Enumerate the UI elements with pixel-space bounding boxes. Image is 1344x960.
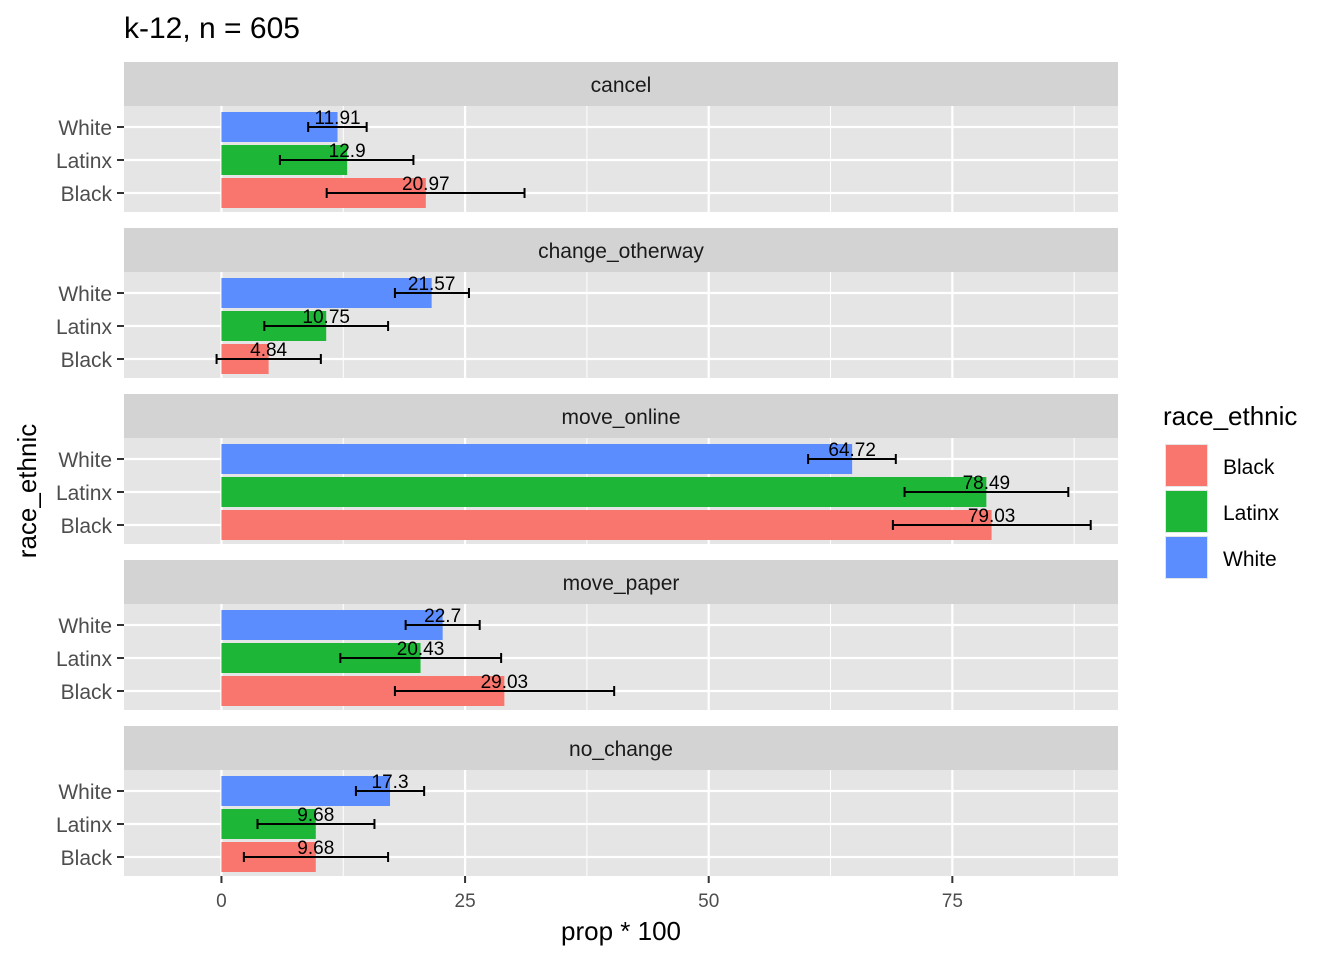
y-tick-label: Black <box>61 183 113 206</box>
chart-title: k-12, n = 605 <box>124 12 300 45</box>
y-tick-label: Latinx <box>56 648 113 671</box>
data-label: 64.72 <box>828 440 876 461</box>
bar-white <box>221 444 853 474</box>
x-tick-label: 0 <box>216 891 227 912</box>
legend: race_ethnic Black Latinx White <box>1163 401 1297 579</box>
x-tick-label: 75 <box>942 891 963 912</box>
data-label: 10.75 <box>302 307 350 328</box>
legend-title: race_ethnic <box>1163 401 1297 431</box>
y-tick-label: Black <box>61 349 113 372</box>
bar-latinx <box>221 477 987 507</box>
data-label: 20.43 <box>397 639 445 660</box>
data-label: 12.9 <box>329 141 366 162</box>
facet-strip-label: move_paper <box>563 572 680 595</box>
data-label: 79.03 <box>968 506 1016 527</box>
y-tick-label: Latinx <box>56 316 113 339</box>
x-axis: 0 25 50 75 <box>216 876 963 912</box>
data-label: 11.91 <box>314 108 360 129</box>
facet-strip-label: no_change <box>569 738 673 761</box>
legend-swatch-black <box>1166 445 1207 486</box>
facet-strip <box>124 62 1118 106</box>
data-label: 22.7 <box>424 606 461 627</box>
facet-strip-label: move_online <box>561 406 680 429</box>
facet-strip-label: cancel <box>591 74 652 97</box>
y-tick-label: White <box>58 615 112 638</box>
legend-label: White <box>1223 548 1277 571</box>
facet-strip <box>124 726 1118 770</box>
y-tick-label: Black <box>61 681 113 704</box>
y-tick-label: Black <box>61 847 113 870</box>
facet-move_paper: move_paper 22.7 White 20.43 Latinx 29.03 Black <box>56 560 1118 710</box>
facet-move_online: move_online 64.72 White 78.49 Latinx 79.03 Bla… <box>56 394 1118 544</box>
x-tick-label: 50 <box>698 891 719 912</box>
data-label: 78.49 <box>963 473 1011 494</box>
facet-strip <box>124 560 1118 604</box>
data-label: 17.3 <box>372 772 409 793</box>
y-tick-label: Latinx <box>56 150 113 173</box>
y-axis-title: race_ethnic <box>12 424 42 558</box>
facet-no_change: no_change 17.3 White 9.68 Latinx 9.68 Black <box>56 726 1118 876</box>
bar-black <box>221 510 992 540</box>
x-tick-label: 25 <box>455 891 476 912</box>
data-label: 4.84 <box>250 340 287 361</box>
data-label: 9.68 <box>297 805 334 826</box>
data-label: 20.97 <box>402 174 450 195</box>
x-axis-title: prop * 100 <box>561 916 681 946</box>
y-tick-label: White <box>58 781 112 804</box>
y-tick-label: White <box>58 283 112 306</box>
facet-strip <box>124 228 1118 272</box>
facet-strip <box>124 394 1118 438</box>
y-tick-label: Latinx <box>56 482 113 505</box>
legend-swatch-white <box>1166 537 1207 578</box>
legend-swatch-latinx <box>1166 491 1207 532</box>
legend-label: Black <box>1223 456 1275 479</box>
legend-label: Latinx <box>1223 502 1280 525</box>
facet-change_otherway: change_otherway 21.57 White 10.75 Latinx 4.84… <box>56 228 1118 378</box>
y-tick-label: White <box>58 117 112 140</box>
facet-panels: cancel11.91White12.9Latinx20.97Blackchan… <box>56 62 1118 876</box>
data-label: 29.03 <box>481 672 529 693</box>
data-label: 21.57 <box>408 274 456 295</box>
facet-cancel: cancel 11.91 White 12.9 Latinx 20.97 Black <box>56 62 1118 212</box>
data-label: 9.68 <box>297 838 334 859</box>
y-tick-label: Black <box>61 515 113 538</box>
y-tick-label: Latinx <box>56 814 113 837</box>
y-tick-label: White <box>58 449 112 472</box>
facet-strip-label: change_otherway <box>538 240 704 263</box>
